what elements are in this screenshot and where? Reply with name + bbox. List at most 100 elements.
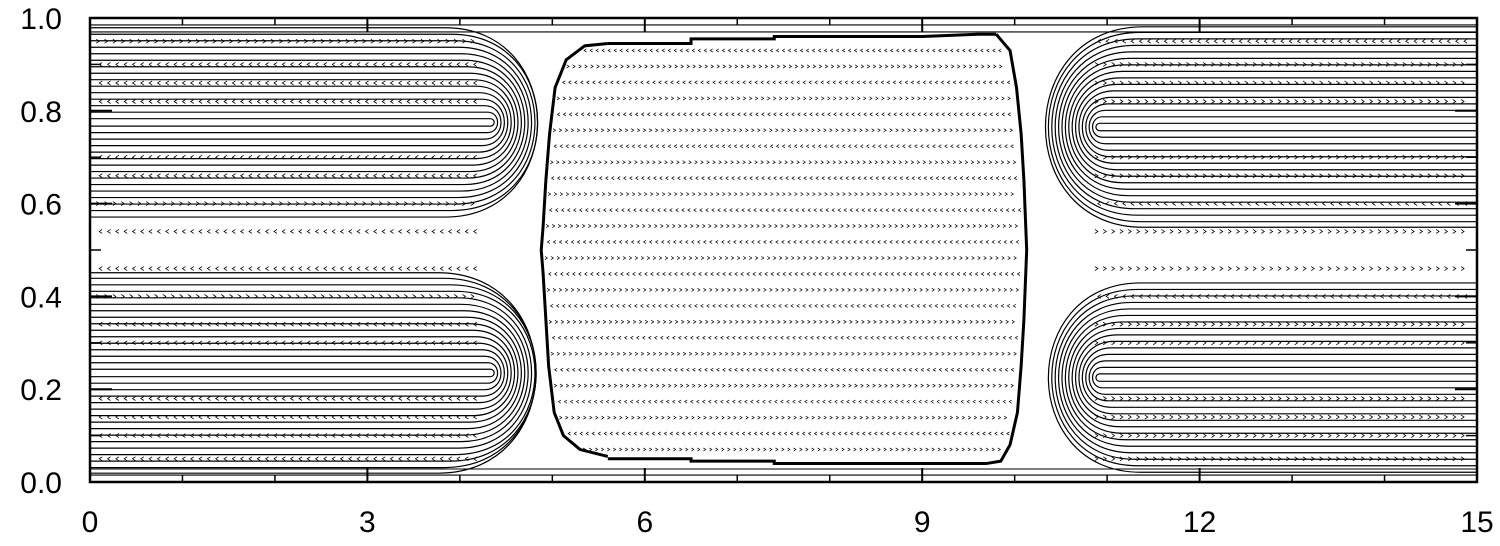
right-streamline	[1088, 109, 1477, 145]
flow-arrows	[98, 414, 477, 420]
left-streamline	[90, 310, 526, 436]
flow-arrows	[96, 38, 475, 44]
flow-arrows	[98, 173, 477, 179]
center-flow-line	[550, 176, 1018, 181]
left-streamline	[90, 53, 529, 192]
left-streamline	[90, 66, 522, 179]
center-flow-line	[550, 351, 1017, 356]
flow-arrows	[1094, 154, 1465, 160]
center-flow-line	[553, 367, 1015, 372]
center-channel-group	[544, 48, 1022, 452]
right-streamline	[1075, 334, 1477, 421]
y-tick-label: 0.6	[20, 189, 62, 222]
x-tick-label: 0	[82, 506, 99, 539]
right-streamline	[1071, 77, 1477, 177]
left-streamline	[90, 72, 519, 173]
flow-arrows	[98, 99, 477, 104]
right-streamline	[1054, 44, 1477, 210]
x-tick-label: 6	[636, 506, 653, 539]
right-streamline	[1091, 366, 1477, 389]
right-streamline	[1058, 301, 1477, 454]
center-flow-line	[566, 64, 1003, 69]
flow-arrows	[1094, 229, 1465, 234]
left-streamline	[90, 368, 495, 378]
interface-bottom	[607, 457, 987, 465]
right-streamline	[1085, 103, 1477, 151]
flow-arrows	[98, 62, 477, 67]
left-streamline	[90, 105, 502, 140]
flow-arrows	[1094, 456, 1465, 462]
left-streamline	[90, 46, 532, 199]
left-streamline	[90, 355, 502, 391]
flow-arrows	[1094, 173, 1465, 179]
left-streamline	[90, 277, 537, 469]
x-tick-label: 12	[1183, 506, 1216, 539]
right-streamline	[1081, 347, 1477, 408]
center-flow-line	[548, 208, 1022, 212]
right-streamline	[1051, 288, 1477, 467]
right-streamline	[1047, 31, 1477, 223]
flow-arrows	[1097, 38, 1468, 44]
left-streamline	[90, 92, 509, 153]
flow-arrows	[1094, 99, 1465, 104]
center-flow-line	[545, 224, 1019, 228]
right-streamline	[1064, 314, 1477, 441]
center-flow-line	[553, 383, 1014, 388]
flow-arrows	[98, 456, 477, 462]
right-streamline	[1044, 26, 1477, 228]
center-flow-line	[544, 256, 1017, 260]
flow-arrows	[1094, 414, 1465, 420]
center-flow-line	[546, 288, 1020, 292]
flow-arrows	[1097, 294, 1468, 299]
left-streamline	[90, 40, 536, 205]
left-streamline	[90, 362, 499, 384]
center-flow-line	[551, 335, 1018, 340]
center-flow-line	[583, 48, 1002, 53]
y-tick-label: 0.8	[20, 96, 62, 129]
interface-left	[539, 42, 609, 458]
flow-arrows	[1094, 266, 1465, 271]
flow-arrows	[98, 396, 477, 401]
right-streamline	[1061, 57, 1477, 197]
left-streamline	[90, 59, 526, 186]
right-streamline	[1078, 90, 1477, 164]
y-tick-label: 0.2	[20, 374, 62, 407]
left-streamline	[90, 111, 499, 134]
plot-frame	[88, 16, 1479, 484]
left-streamline	[90, 85, 512, 160]
left-streamline	[90, 329, 515, 417]
center-flow-line	[546, 240, 1019, 244]
interface-group	[539, 32, 1029, 465]
x-tick-label: 3	[359, 506, 376, 539]
right-streamline	[1085, 353, 1477, 402]
left-streamline	[90, 290, 536, 456]
left-streamline	[90, 342, 509, 404]
left-streamline	[90, 272, 537, 474]
left-streamline	[90, 118, 495, 127]
center-flow-line	[556, 112, 1011, 117]
right-streamline	[1058, 51, 1477, 203]
flow-arrows	[1094, 340, 1465, 346]
right-streamline	[1095, 122, 1477, 132]
interface-right	[986, 33, 1029, 465]
right-streamline	[1047, 282, 1477, 473]
flow-arrows	[1097, 201, 1468, 206]
right-streamline	[1054, 295, 1477, 460]
center-flow-line	[556, 96, 1011, 101]
left-streamline	[90, 349, 505, 397]
center-flow-line	[550, 160, 1017, 165]
center-flow-line	[557, 399, 1012, 404]
flow-arrows	[98, 229, 477, 234]
streamlines-group	[90, 24, 1477, 476]
center-flow-line	[559, 415, 1008, 420]
center-flow-line	[553, 144, 1014, 149]
center-flow-line	[562, 80, 1011, 85]
left-streamline	[90, 297, 532, 449]
right-streamline	[1088, 360, 1477, 395]
x-tick-label: 15	[1460, 506, 1493, 539]
right-streamline	[1095, 373, 1477, 382]
flow-arrows	[1094, 396, 1465, 401]
right-streamline	[1091, 116, 1477, 138]
